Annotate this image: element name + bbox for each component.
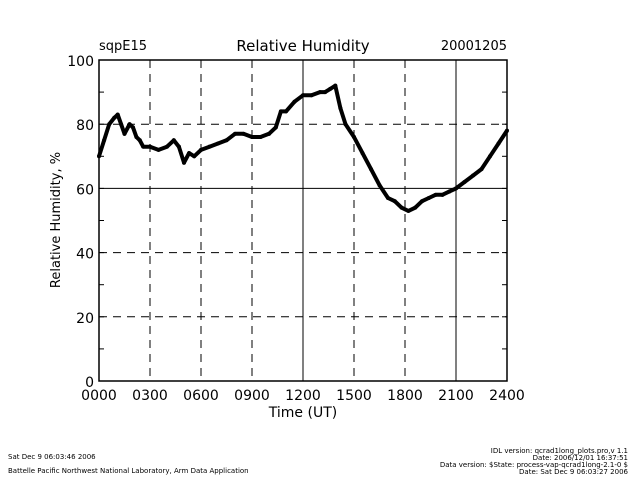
footer-data-date: Date: Sat Dec 9 06:03:27 2006 [519, 468, 628, 476]
data-point [505, 128, 509, 133]
footer-idl-version: IDL version: qcrad1long_plots.pro,v 1.1 [490, 447, 628, 455]
x-tick-label: 1200 [285, 388, 321, 404]
x-tick-label: 0900 [234, 388, 270, 404]
x-tick-label: 2100 [438, 388, 474, 404]
data-point [399, 205, 404, 210]
data-point [343, 122, 348, 127]
data-point [134, 135, 139, 140]
data-point [328, 86, 333, 91]
data-point [267, 131, 271, 136]
footer-date: Sat Dec 9 06:03:46 2006 [8, 453, 96, 461]
x-tick-label: 0000 [81, 388, 117, 404]
data-point [301, 93, 305, 98]
data-point [273, 125, 278, 130]
data-point [112, 115, 117, 120]
data-point [171, 138, 176, 143]
data-point [426, 196, 431, 201]
data-point [462, 179, 467, 184]
data-point [392, 199, 397, 204]
data-point [192, 154, 197, 159]
data-point [97, 154, 101, 159]
plot-frame [98, 59, 508, 382]
data-point [471, 173, 475, 178]
data-point [137, 138, 142, 143]
data-point [187, 151, 192, 156]
data-point [360, 151, 365, 156]
data-point [165, 144, 169, 149]
y-tick-label: 80 [76, 118, 94, 134]
data-point [176, 144, 181, 149]
data-point [241, 131, 246, 136]
footer-data-version: Data version: $State: process-vap-qcrad1… [439, 461, 628, 469]
data-point [131, 125, 135, 130]
data-point [433, 192, 438, 197]
y-tick-label: 100 [67, 54, 94, 70]
data-point [447, 189, 452, 194]
data-point [119, 122, 124, 127]
data-point [292, 99, 297, 104]
y-tick-label: 0 [85, 375, 94, 391]
chart-title: Relative Humidity [236, 37, 369, 55]
data-point [224, 138, 229, 143]
data-point [369, 167, 373, 172]
data-point [233, 131, 237, 136]
x-tick-label: 1500 [336, 388, 372, 404]
y-axis-label: Relative Humidity, % [49, 152, 64, 288]
data-point [338, 106, 343, 111]
data-point [488, 154, 492, 159]
data-point [420, 199, 424, 204]
data-point [115, 112, 120, 117]
x-tick-label: 0300 [132, 388, 168, 404]
date-label: 20001205 [441, 39, 507, 54]
data-point [122, 131, 127, 136]
data-point [216, 141, 220, 146]
data-point [309, 93, 314, 98]
data-point [413, 205, 418, 210]
y-tick-label: 20 [76, 311, 94, 327]
data-point [496, 141, 501, 146]
site-label: sqpE15 [99, 39, 147, 54]
data-point [377, 183, 382, 188]
y-tick-label: 60 [76, 182, 94, 198]
data-point [107, 122, 112, 127]
footer-org: Battelle Pacific Northwest National Labo… [8, 467, 249, 475]
footer-idl-date: Date: 2006/12/01 16:37:51 [532, 454, 628, 462]
data-point [141, 144, 146, 149]
data-point [207, 144, 212, 149]
data-point [127, 122, 132, 127]
data-point [479, 167, 484, 172]
data-point [258, 135, 263, 140]
data-point [323, 90, 328, 95]
data-point [440, 192, 445, 197]
data-point [182, 160, 186, 165]
data-point [148, 144, 152, 149]
x-tick-label: 0600 [183, 388, 219, 404]
x-tick-label: 1800 [387, 388, 423, 404]
data-point [284, 109, 288, 114]
data-point [102, 138, 107, 143]
data-point [352, 135, 356, 140]
x-tick-label: 2400 [489, 388, 525, 404]
data-point [199, 147, 203, 152]
data-point [278, 109, 283, 114]
data-point [318, 90, 322, 95]
data-point [156, 147, 161, 152]
data-point [406, 208, 411, 213]
data-point [250, 135, 254, 140]
y-tick-label: 40 [76, 247, 94, 263]
data-point [333, 83, 338, 88]
x-axis-label: Time (UT) [268, 405, 337, 421]
data-point [454, 186, 458, 191]
data-point [386, 196, 390, 201]
